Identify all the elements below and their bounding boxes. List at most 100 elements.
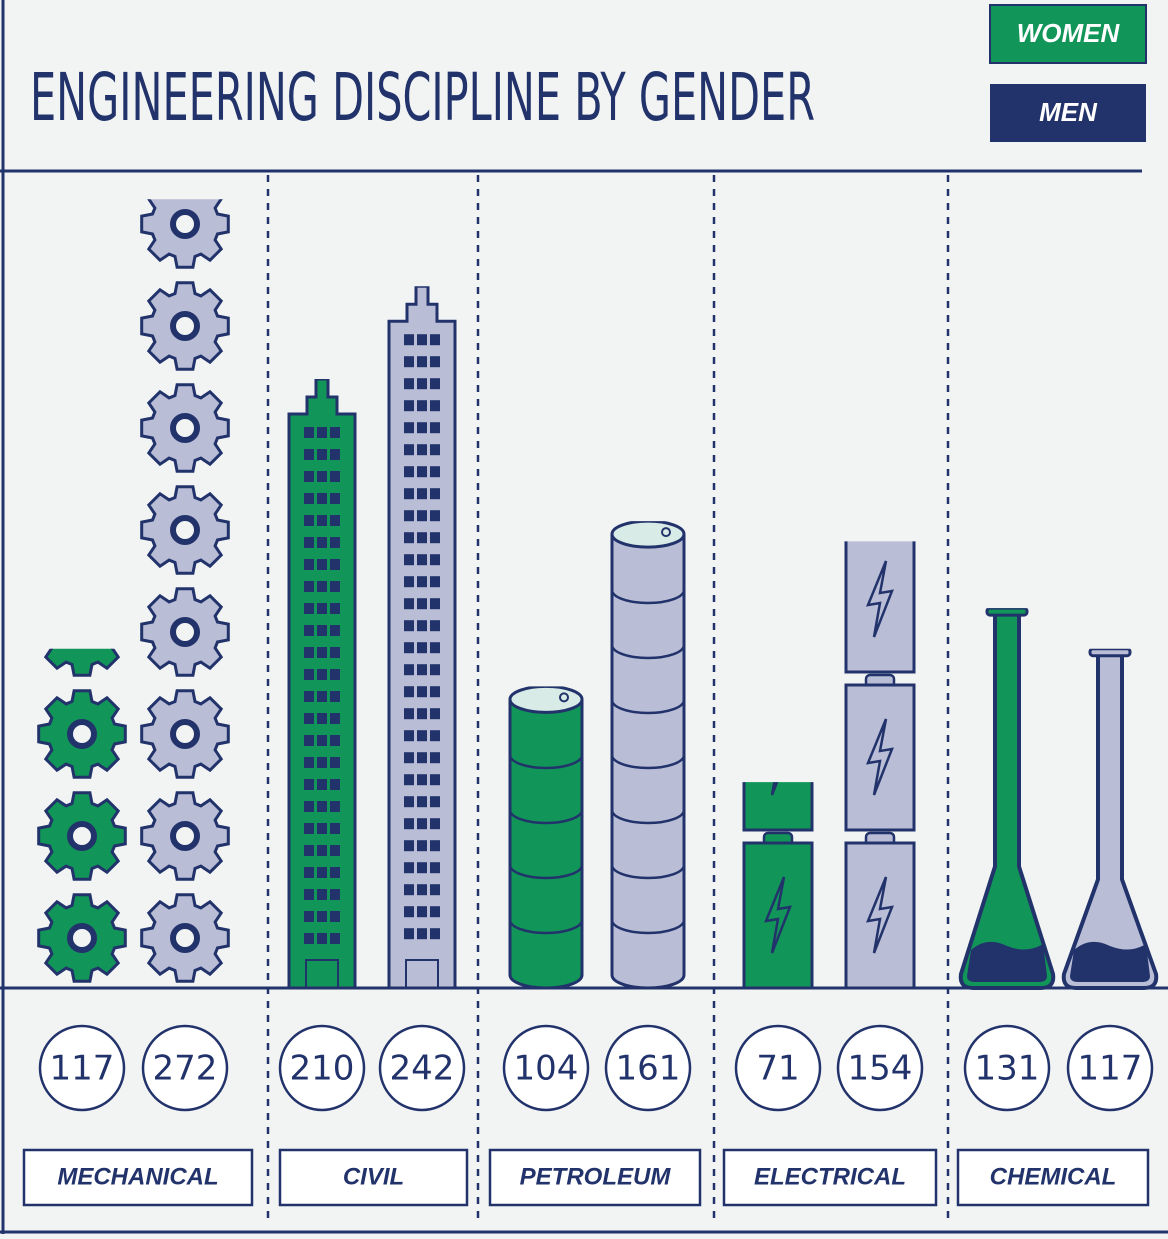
window [317,669,327,680]
window [317,845,327,856]
window [317,625,327,636]
window [430,664,440,675]
window [330,801,340,812]
window [330,669,340,680]
window [417,664,427,675]
window [430,466,440,477]
window [304,933,314,944]
window [404,488,414,499]
window [317,537,327,548]
window [304,801,314,812]
window [304,647,314,658]
battery [846,527,914,672]
window [330,933,340,944]
flask-rim [1090,649,1130,656]
window [404,818,414,829]
window [430,686,440,697]
window [404,642,414,653]
pictogram-bar [289,379,355,988]
flask-rim [987,608,1027,615]
window [317,867,327,878]
value-label: 71 [756,1049,799,1089]
cylinder-top [612,521,684,547]
window [417,532,427,543]
window [404,862,414,873]
gear-hole [173,722,197,746]
window [317,911,327,922]
building [389,286,455,988]
window [330,515,340,526]
window [304,449,314,460]
value-label: 117 [50,1049,115,1089]
window [330,757,340,768]
value-label: 161 [616,1049,681,1089]
window [430,356,440,367]
battery [846,685,914,830]
window [304,669,314,680]
chart: ENGINEERING DISCIPLINE BY GENDER WOMENME… [0,0,1168,1234]
window [317,933,327,944]
window [430,928,440,939]
window [417,466,427,477]
window [404,708,414,719]
gear-hole [70,722,94,746]
window [430,774,440,785]
window [417,686,427,697]
window [430,906,440,917]
window [330,581,340,592]
window [317,559,327,570]
window [304,911,314,922]
window [304,735,314,746]
gear-hole [173,620,197,644]
window [430,334,440,345]
window [317,647,327,658]
gear-hole [173,212,197,236]
category-label: MECHANICAL [57,1163,218,1190]
window [430,444,440,455]
value-label: 210 [290,1049,355,1089]
window [317,493,327,504]
window [430,532,440,543]
window [317,691,327,702]
window [404,796,414,807]
window [330,471,340,482]
gear-hole [70,926,94,950]
window [304,867,314,878]
window [430,620,440,631]
window [330,603,340,614]
window [430,730,440,741]
window [417,554,427,565]
legend-label: WOMEN [1017,18,1121,48]
window [417,488,427,499]
window [304,757,314,768]
window [430,422,440,433]
category-label: CHEMICAL [990,1163,1117,1190]
window [430,642,440,653]
window [430,576,440,587]
value-label: 272 [153,1049,218,1089]
window [330,691,340,702]
window [304,779,314,790]
pictogram-bar [612,521,684,988]
window [304,823,314,834]
category-label: PETROLEUM [520,1163,672,1190]
window [430,400,440,411]
window [317,581,327,592]
window [404,752,414,763]
window [430,378,440,389]
pictogram-bar [389,286,455,988]
window [430,488,440,499]
window [317,603,327,614]
gear-hole [173,518,197,542]
battery [744,843,812,988]
window [317,471,327,482]
window [317,713,327,724]
window [330,559,340,570]
window [304,537,314,548]
window [417,774,427,785]
window [330,713,340,724]
window [417,840,427,851]
window [417,730,427,741]
window [404,400,414,411]
window [417,862,427,873]
